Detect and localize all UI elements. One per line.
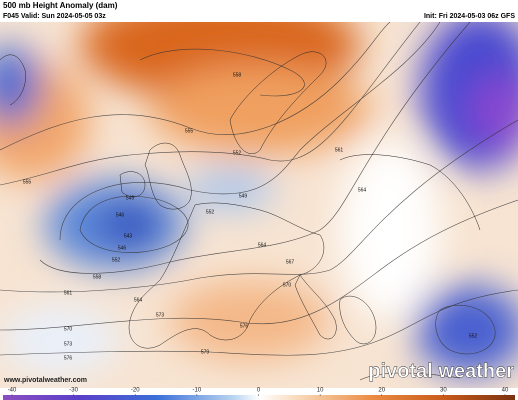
contour-lines (0, 22, 518, 356)
contour-label: 564 (258, 242, 267, 248)
colorbar-tick-label: -40 (8, 388, 17, 394)
colorbar-tick-label: 20 (378, 388, 385, 394)
contour-label: 561 (64, 290, 73, 296)
contour-label: 558 (233, 72, 242, 78)
contour-label: 555 (23, 179, 32, 185)
contour-label: 549 (126, 195, 135, 201)
contour-label: 543 (124, 233, 133, 239)
colorbar-tick-label: 40 (502, 388, 509, 394)
contour-label: 552 (112, 257, 121, 263)
contour-label: 555 (185, 128, 194, 134)
contour-label: 570 (64, 326, 73, 332)
contour-label: 552 (469, 333, 478, 339)
coastlines (0, 51, 481, 381)
colorbar-tick-label: -10 (193, 388, 202, 394)
contour-label: 573 (64, 341, 73, 347)
contour-label: 558 (93, 274, 102, 280)
colorbar-tick-label: 0 (257, 388, 261, 394)
contour-label: 546 (118, 245, 127, 251)
contour-label: 576 (64, 355, 73, 361)
contour-label: 564 (134, 297, 143, 303)
brand-watermark: pivotal weather (368, 360, 514, 382)
contour-label: 576 (240, 323, 249, 329)
colorbar-tick-label: 30 (440, 388, 447, 394)
colorbar-tick-label: -20 (131, 388, 140, 394)
contour-label: 567 (286, 259, 295, 265)
colorbar-tick-label: 10 (317, 388, 324, 394)
contour-label: 546 (116, 212, 125, 218)
contour-label: 573 (156, 312, 165, 318)
colorbar-tick-label: -30 (69, 388, 78, 394)
contour-label: 579 (201, 349, 210, 355)
contour-label: 570 (283, 282, 292, 288)
source-url: www.pivotalweather.com (3, 377, 87, 384)
init-time: Init: Fri 2024-05-03 06z GFS (424, 13, 515, 20)
colorbar (3, 395, 515, 400)
contour-label: 564 (358, 187, 367, 193)
map-area (0, 22, 518, 388)
contour-label: 549 (239, 193, 248, 199)
map-title: 500 mb Height Anomaly (dam) (3, 1, 118, 10)
valid-time: F045 Valid: Sun 2024-05-05 03z (3, 13, 106, 20)
contour-label: 552 (233, 150, 242, 156)
contour-label: 561 (335, 147, 344, 153)
contour-label: 552 (206, 209, 215, 215)
